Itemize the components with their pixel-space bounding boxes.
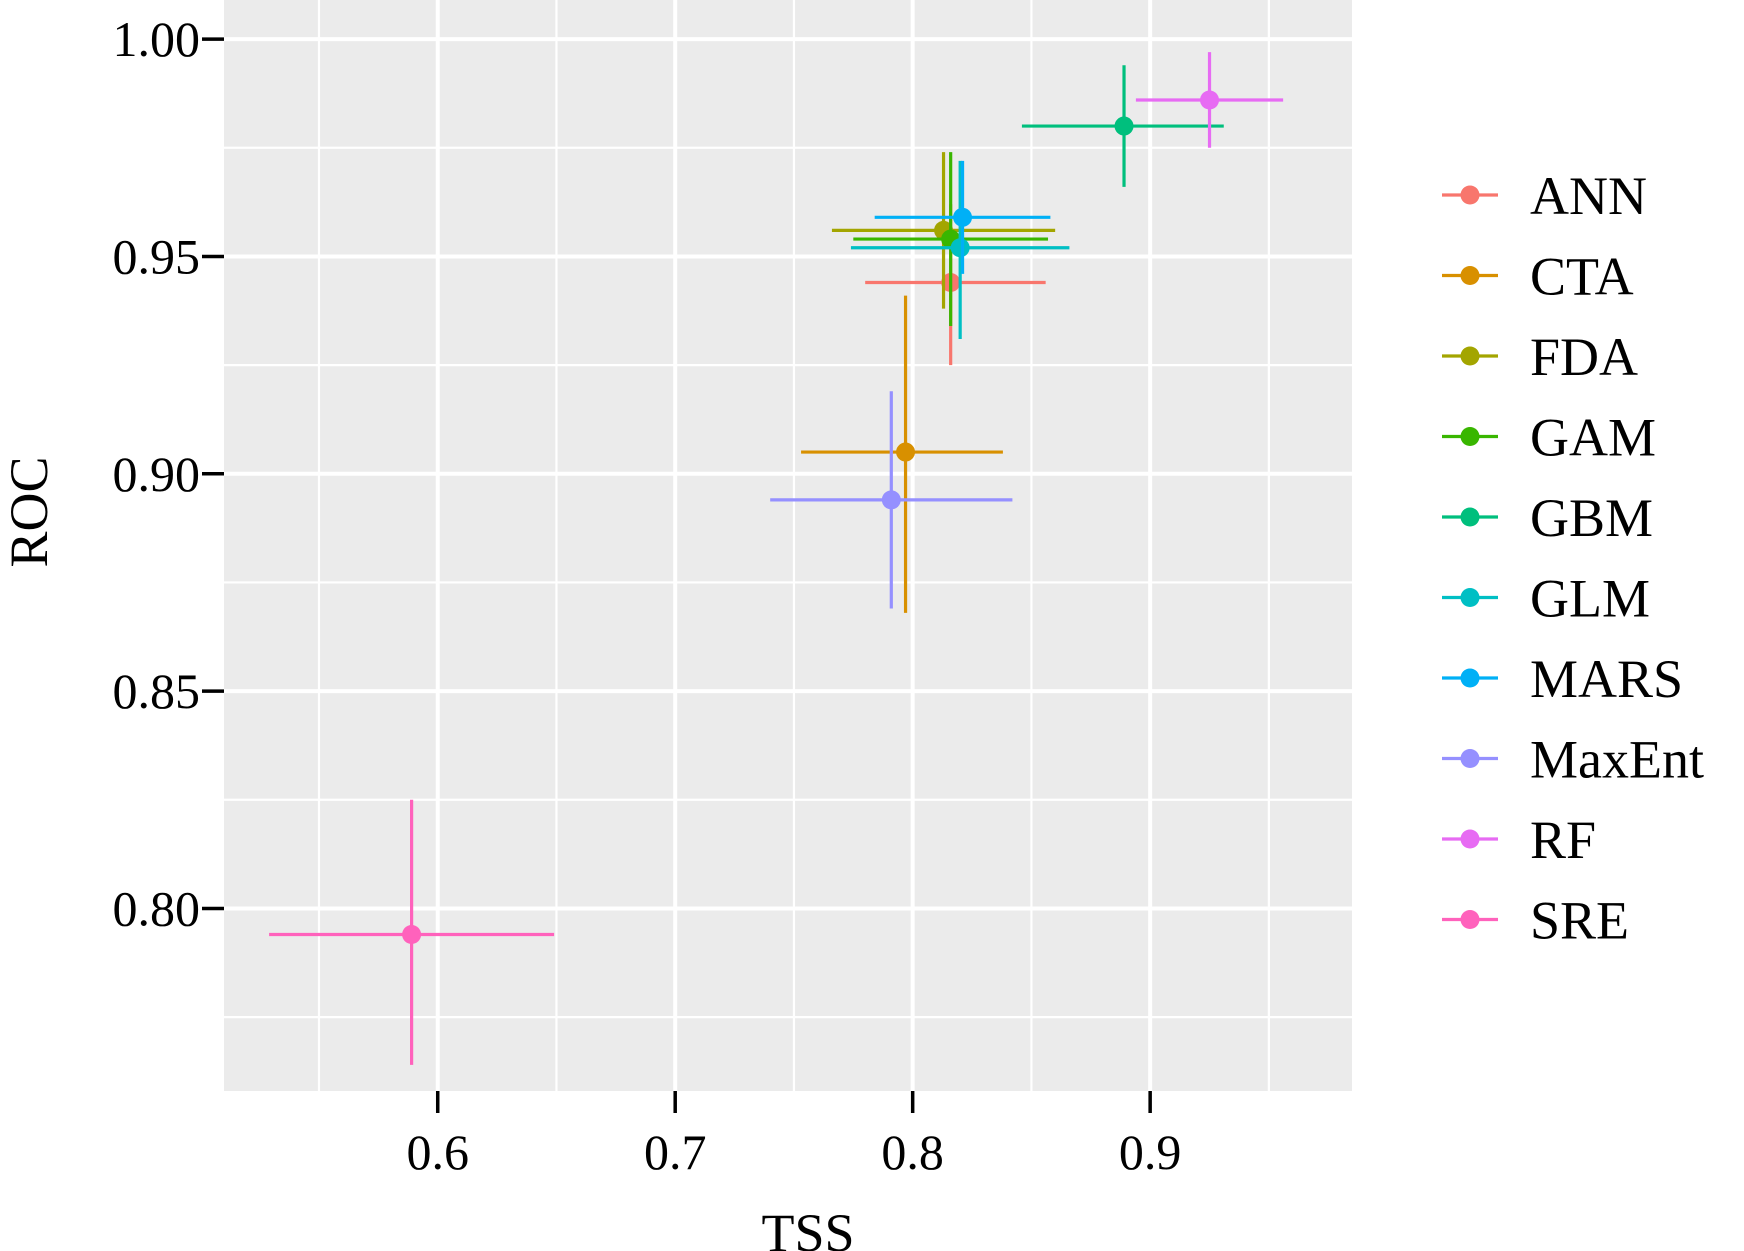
- point-sre: [402, 925, 422, 945]
- plot-panel: [224, 0, 1352, 1091]
- point-gbm: [1114, 116, 1134, 136]
- legend-key-dot: [1460, 829, 1480, 849]
- major-gridlines: [224, 0, 1352, 1091]
- x-tick-label: 0.6: [406, 1124, 469, 1180]
- point-rf: [1200, 90, 1220, 110]
- y-tick-label: 1.00: [113, 11, 201, 67]
- legend-key-dot: [1460, 266, 1480, 285]
- x-tick-label: 0.7: [644, 1124, 707, 1180]
- legend-label: MaxEnt: [1530, 730, 1704, 790]
- legend-item-gbm: GBM: [1442, 488, 1653, 548]
- legend-key-dot: [1460, 185, 1480, 205]
- legend-item-cta: CTA: [1442, 247, 1634, 307]
- series-gbm: [1021, 65, 1224, 187]
- point-maxent: [881, 490, 901, 510]
- series-cta: [801, 295, 1003, 613]
- legend-label: SRE: [1530, 891, 1629, 951]
- legend-item-gam: GAM: [1442, 408, 1656, 468]
- legend: ANN CTA FDA GAM GBM GLM MARS MaxEnt RF SRE: [1442, 166, 1704, 951]
- series-mars: [874, 160, 1051, 274]
- legend-item-ann: ANN: [1442, 166, 1647, 226]
- legend-item-fda: FDA: [1442, 327, 1638, 387]
- legend-item-rf: RF: [1442, 810, 1596, 870]
- x-axis: 0.6 0.7 0.8 0.9: [406, 1091, 1181, 1180]
- point-mars: [953, 207, 973, 227]
- point-cta: [896, 442, 916, 462]
- series-rf: [1135, 52, 1284, 148]
- series-gam: [853, 152, 1049, 326]
- legend-key-dot: [1460, 346, 1480, 366]
- series-layer: [269, 52, 1284, 1065]
- x-axis-title: TSS: [761, 1203, 854, 1251]
- legend-key-dot: [1460, 910, 1480, 929]
- legend-item-mars: MARS: [1442, 649, 1683, 709]
- legend-key-dot: [1460, 427, 1480, 446]
- legend-label: MARS: [1530, 649, 1683, 709]
- series-maxent: [770, 391, 1013, 609]
- legend-item-sre: SRE: [1442, 891, 1629, 951]
- legend-key-dot: [1460, 507, 1480, 527]
- legend-label: GLM: [1530, 569, 1650, 629]
- legend-label: FDA: [1530, 327, 1638, 387]
- legend-item-maxent: MaxEnt: [1442, 730, 1704, 790]
- legend-label: CTA: [1530, 247, 1634, 307]
- x-tick-label: 0.8: [881, 1124, 944, 1180]
- legend-key-dot: [1460, 668, 1480, 688]
- y-axis: 0.80 0.85 0.90 0.95 1.00: [113, 11, 224, 936]
- y-tick-label: 0.90: [113, 446, 201, 502]
- legend-label: GBM: [1530, 488, 1653, 548]
- legend-key-dot: [1460, 588, 1480, 607]
- x-tick-label: 0.9: [1119, 1124, 1182, 1180]
- y-tick-label: 0.85: [113, 663, 201, 719]
- series-glm: [850, 160, 1070, 340]
- point-glm: [950, 238, 970, 258]
- legend-item-glm: GLM: [1442, 569, 1650, 629]
- y-tick-label: 0.95: [113, 228, 201, 284]
- y-axis-title: ROC: [0, 456, 59, 567]
- legend-label: RF: [1530, 810, 1596, 870]
- y-tick-label: 0.80: [113, 880, 201, 936]
- legend-label: GAM: [1530, 408, 1656, 468]
- legend-key-dot: [1460, 749, 1480, 768]
- legend-label: ANN: [1530, 166, 1647, 226]
- series-sre: [269, 799, 555, 1065]
